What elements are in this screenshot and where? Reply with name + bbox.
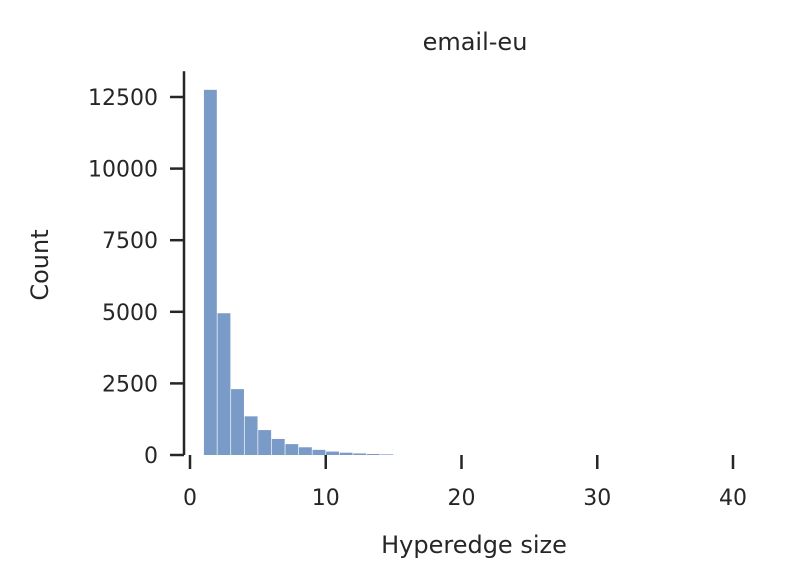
x-tick-label: 10 <box>312 486 340 511</box>
histogram-bar <box>203 89 217 455</box>
x-tick-label: 40 <box>719 486 747 511</box>
y-tick-label: 2500 <box>102 372 158 397</box>
y-tick-label: 12500 <box>88 86 158 111</box>
histogram-bar <box>312 449 326 455</box>
x-tick-label: 0 <box>183 486 197 511</box>
histogram-bar <box>298 447 312 455</box>
histogram-bar <box>285 444 299 455</box>
histogram-bar <box>217 313 231 455</box>
x-tick-label: 30 <box>583 486 611 511</box>
histogram-bar <box>244 416 258 455</box>
histogram-bar <box>339 452 353 455</box>
chart-title: email-eu <box>423 28 528 56</box>
y-tick-label: 10000 <box>88 158 158 183</box>
histogram-bar <box>366 453 380 455</box>
histogram-bar <box>231 389 244 455</box>
y-tick-label: 5000 <box>102 301 158 326</box>
x-tick-label: 20 <box>448 486 476 511</box>
histogram-bar <box>258 430 272 455</box>
y-tick-label: 7500 <box>102 229 158 254</box>
histogram-bar <box>380 454 394 455</box>
histogram-bar <box>326 451 339 455</box>
x-axis: 0 10 20 30 40 <box>183 455 747 511</box>
x-axis-label: Hyperedge size <box>381 531 567 559</box>
histogram-bars <box>203 89 394 455</box>
histogram-bar <box>271 438 285 455</box>
y-axis-label: Count <box>26 229 54 300</box>
histogram-bar <box>353 453 367 455</box>
y-tick-label: 0 <box>144 444 158 469</box>
y-axis: 0 2500 5000 7500 10000 12500 <box>88 71 186 469</box>
